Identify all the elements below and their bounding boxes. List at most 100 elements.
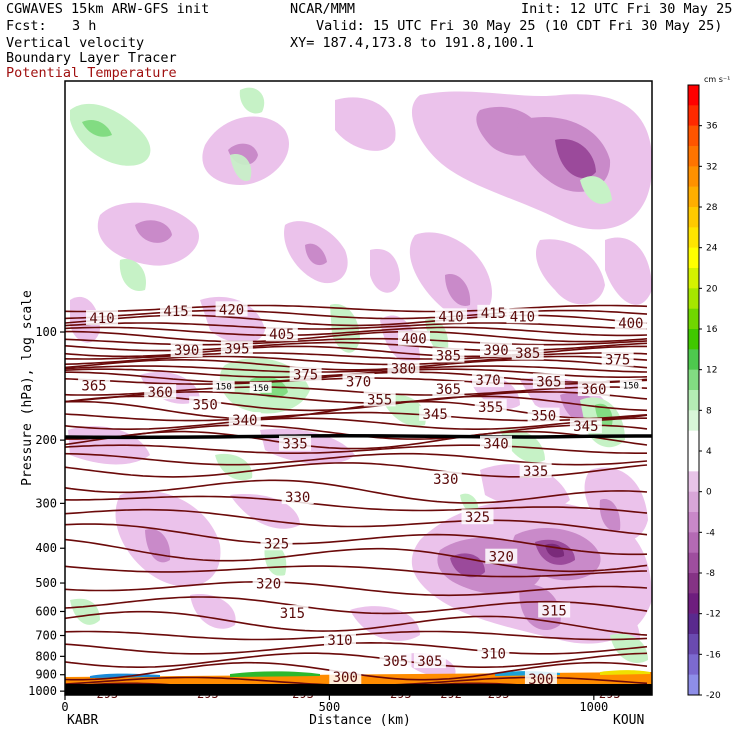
x-tick-label: 1000 bbox=[579, 700, 608, 714]
colorbar-swatch bbox=[688, 390, 699, 411]
colorbar-swatch bbox=[688, 654, 699, 675]
colorbar-swatch bbox=[688, 674, 699, 696]
colorbar-swatch bbox=[688, 85, 699, 106]
valid-time: Valid: 15 UTC Fri 30 May 25 (10 CDT Fri … bbox=[316, 18, 723, 34]
theta-label: 360 bbox=[581, 382, 606, 398]
init-time: Init: 12 UTC Fri 30 May 25 bbox=[521, 1, 733, 17]
colorbar-swatch bbox=[688, 573, 699, 594]
theta-label-bg bbox=[329, 669, 362, 685]
colorbar-swatch bbox=[688, 491, 699, 513]
right-station-label: KOUN bbox=[613, 713, 644, 728]
colorbar-label: 12 bbox=[706, 366, 717, 376]
theta-label: 350 bbox=[531, 409, 556, 425]
tropopause-labels: 150 150 150 bbox=[212, 379, 642, 394]
x-axis: 0 500 1000 bbox=[61, 695, 608, 714]
theta-contour bbox=[65, 581, 648, 597]
colorbar-label: 0 bbox=[706, 488, 712, 498]
theta-label: 410 bbox=[438, 309, 463, 325]
colorbar-swatch bbox=[688, 349, 699, 370]
theta-contour bbox=[65, 630, 648, 641]
theta-label: 300 bbox=[528, 672, 553, 688]
colorbar-label: 16 bbox=[706, 325, 718, 335]
theta-contour bbox=[65, 538, 648, 573]
theta-label: 415 bbox=[163, 304, 188, 320]
plot-frame bbox=[64, 80, 653, 696]
theta-contour bbox=[65, 495, 648, 514]
theta-label: 400 bbox=[401, 332, 426, 348]
theta-label: 325 bbox=[465, 510, 490, 526]
fcst-value: 3 h bbox=[72, 18, 97, 34]
y-tick-label: 500 bbox=[35, 576, 57, 590]
theta-contour bbox=[65, 326, 648, 337]
theta-contour bbox=[65, 417, 647, 430]
theta-label-bg bbox=[363, 391, 396, 407]
theta-label-bg bbox=[160, 303, 193, 319]
y-tick-label: 300 bbox=[35, 496, 57, 510]
theta-contour bbox=[65, 309, 648, 320]
org-label: NCAR/MMM bbox=[290, 1, 356, 17]
terrain bbox=[65, 684, 652, 695]
theta-label: 370 bbox=[475, 373, 500, 389]
theta-label: 390 bbox=[483, 343, 508, 359]
theta-label-bg bbox=[289, 366, 322, 382]
model-title: CGWAVES 15km ARW-GFS init bbox=[6, 1, 210, 17]
y-tick-label: 600 bbox=[35, 604, 57, 618]
colorbar-swatch bbox=[688, 532, 699, 553]
theta-label: 400 bbox=[618, 316, 643, 332]
colorbar-swatch bbox=[688, 166, 699, 187]
theta-label: 385 bbox=[515, 346, 540, 362]
tropopause-label-bg bbox=[212, 380, 235, 392]
theta-contour bbox=[65, 337, 648, 346]
y-tick-label: 100 bbox=[35, 325, 57, 339]
theta-label: 385 bbox=[436, 349, 461, 365]
theta-label-bg bbox=[220, 340, 253, 356]
colorbar: 36 32 28 24 20 16 12 8 4 0 -4 -8 -12 -16 -20 bbox=[687, 84, 721, 701]
colorbar-swatch bbox=[688, 288, 699, 309]
theta-contour bbox=[65, 352, 648, 360]
theta-contour bbox=[65, 444, 647, 454]
theta-label: 330 bbox=[285, 490, 310, 506]
theta-contour bbox=[65, 523, 648, 556]
y-tick-label: 200 bbox=[35, 433, 57, 447]
tropopause-label: 150 bbox=[253, 384, 269, 394]
theta-label-bg bbox=[281, 489, 314, 505]
theta-label: 335 bbox=[282, 437, 307, 453]
theta-label: 365 bbox=[436, 382, 461, 398]
colorbar-swatch bbox=[688, 125, 699, 147]
theta-contour bbox=[65, 359, 648, 371]
theta-label: 410 bbox=[510, 309, 535, 325]
theta-label-bg bbox=[432, 347, 465, 363]
theta-label: 375 bbox=[293, 367, 318, 383]
theta-label: 305 bbox=[383, 654, 408, 670]
colorbar-label: 32 bbox=[706, 162, 717, 172]
theta-label-bg bbox=[144, 384, 177, 400]
theta-label: 315 bbox=[542, 603, 567, 619]
theta-label-bg bbox=[474, 399, 507, 415]
theta-label-bg bbox=[479, 342, 512, 358]
theta-label: 375 bbox=[605, 352, 630, 368]
colorbar-label: 24 bbox=[706, 244, 718, 254]
theta-label-bg bbox=[569, 418, 602, 434]
theta-label: 370 bbox=[346, 374, 371, 390]
theta-label: 410 bbox=[89, 311, 114, 327]
theta-label-bg bbox=[435, 308, 468, 324]
left-station-label: KABR bbox=[67, 713, 98, 728]
theta-label-bg bbox=[276, 605, 309, 621]
theta-label-bg bbox=[485, 548, 518, 564]
theta-label-bg bbox=[342, 373, 375, 389]
x-tick-label: 500 bbox=[319, 700, 341, 714]
colorbar-swatch bbox=[688, 430, 699, 452]
theta-label-bg bbox=[279, 435, 312, 451]
y-axis: 100 200 300 400 500 600 700 800 900 1000 bbox=[28, 325, 65, 698]
tropopause-label-bg bbox=[619, 379, 642, 391]
theta-label-bg bbox=[524, 670, 557, 686]
theta-label: 340 bbox=[483, 437, 508, 453]
xy-range: XY= 187.4,173.8 to 191.8,100.1 bbox=[290, 35, 534, 51]
theta-label-bg bbox=[398, 330, 431, 346]
theta-label-bg bbox=[265, 326, 298, 342]
theta-label: 355 bbox=[478, 400, 503, 416]
colorbar-swatch bbox=[688, 227, 699, 248]
theta-label: 330 bbox=[433, 472, 458, 488]
field-boundary-layer-tracer: Boundary Layer Tracer bbox=[6, 50, 177, 66]
colorbar-label: -8 bbox=[706, 569, 715, 579]
